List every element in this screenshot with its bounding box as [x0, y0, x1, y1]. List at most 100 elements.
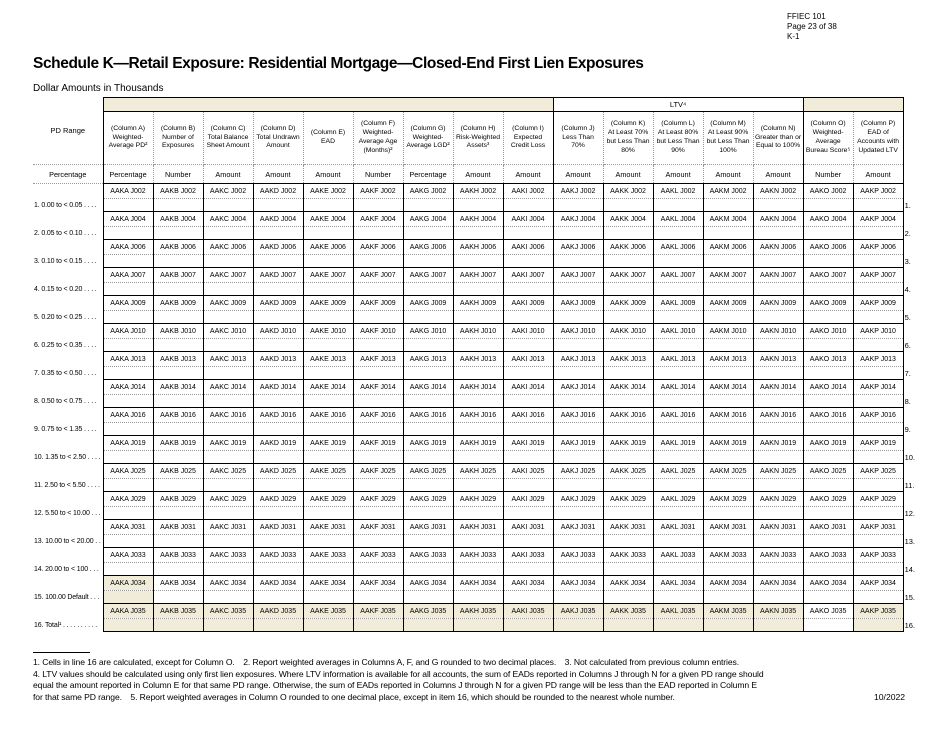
entry-cell: [102, 562, 154, 576]
line-number-spacer: [903, 184, 933, 199]
entry-cell: [302, 198, 354, 212]
code-cell: AAKP J006: [852, 239, 904, 255]
entry-cell: [702, 394, 754, 408]
entry-cell: [252, 394, 304, 408]
line-number-spacer: [903, 408, 933, 423]
code-cell: AAKE J016: [302, 407, 354, 423]
code-cell: AAKN J033: [752, 547, 804, 563]
entry-cell: [352, 478, 404, 492]
entry-cell: [202, 422, 254, 436]
code-cell: AAKD J013: [252, 351, 304, 367]
pd-range-label: 16. Total¹ . . . . . . . . . .: [34, 621, 98, 629]
code-cell: AAKI J002: [502, 183, 554, 199]
entry-cell: [702, 338, 754, 352]
schedule-page-code: K-1: [787, 32, 800, 41]
code-cell: AAKE J034: [302, 575, 354, 591]
entry-cell: [352, 282, 404, 296]
entry-cell: [252, 534, 304, 548]
entry-cell: [302, 226, 354, 240]
numcol-spacer: [903, 98, 933, 184]
code-cell: AAKP J014: [852, 379, 904, 395]
entry-cell: [302, 366, 354, 380]
line-number-spacer: [903, 268, 933, 283]
code-cell: AAKP J004: [852, 211, 904, 227]
entry-cell: [652, 226, 704, 240]
column-header: (Column B) Number of Exposures: [152, 111, 204, 165]
code-cell: AAKH J031: [452, 519, 504, 535]
entry-cell: [402, 310, 454, 324]
line-number: 5.: [904, 312, 911, 322]
entry-cell: [502, 310, 554, 324]
pd-range-label-spacer: [33, 464, 103, 479]
entry-cell: [602, 618, 654, 632]
code-cell: AAKA J035: [102, 603, 154, 619]
code-cell: AAKO J009: [802, 295, 854, 311]
code-cell: AAKB J010: [152, 323, 204, 339]
code-cell: AAKE J010: [302, 323, 354, 339]
code-cell: AAKH J006: [452, 239, 504, 255]
entry-cell: [302, 590, 354, 604]
code-cell: AAKF J004: [352, 211, 404, 227]
code-cell: AAKD J006: [252, 239, 304, 255]
entry-cell: [552, 366, 604, 380]
entry-cell: [702, 450, 754, 464]
entry-cell: [252, 506, 304, 520]
code-cell: AAKB J035: [152, 603, 204, 619]
code-cell: AAKA J034: [102, 575, 154, 591]
column-tag: (Column N): [760, 124, 796, 132]
code-cell: AAKP J035: [852, 603, 904, 619]
column-tag: (Column A): [111, 124, 145, 132]
code-cell: AAKL J009: [652, 295, 704, 311]
entry-cell: [702, 590, 754, 604]
code-cell: AAKM J035: [702, 603, 754, 619]
code-cell: AAKO J004: [802, 211, 854, 227]
entry-cell: [802, 506, 854, 520]
entry-cell: [502, 450, 554, 464]
code-cell: AAKN J016: [752, 407, 804, 423]
code-cell: AAKJ J034: [552, 575, 604, 591]
entry-cell: [302, 534, 354, 548]
entry-cell: [402, 590, 454, 604]
entry-cell: [452, 254, 504, 268]
code-cell: AAKA J025: [102, 463, 154, 479]
code-cell: AAKH J019: [452, 435, 504, 451]
code-cell: AAKJ J006: [552, 239, 604, 255]
line-number-spacer: [903, 548, 933, 563]
code-cell: AAKI J007: [502, 267, 554, 283]
entry-cell: [252, 338, 304, 352]
entry-cell: [252, 422, 304, 436]
entry-cell: [102, 226, 154, 240]
code-cell: AAKG J010: [402, 323, 454, 339]
code-cell: AAKH J033: [452, 547, 504, 563]
code-cell: AAKK J035: [602, 603, 654, 619]
code-cell: AAKN J031: [752, 519, 804, 535]
line-number-spacer: [903, 380, 933, 395]
column-header: (Column H) Risk-Weighted Assets³: [452, 111, 504, 165]
footnote-line: 1. Cells in line 16 are calculated, exce…: [33, 657, 740, 667]
page-number: Page 23 of 38: [787, 22, 837, 31]
entry-cell: [602, 282, 654, 296]
entry-cell: [802, 366, 854, 380]
code-cell: AAKO J014: [802, 379, 854, 395]
entry-cell: [152, 422, 204, 436]
code-cell: AAKJ J002: [552, 183, 604, 199]
code-cell: AAKB J025: [152, 463, 204, 479]
entry-cell: [202, 198, 254, 212]
code-cell: AAKF J009: [352, 295, 404, 311]
entry-cell: [752, 394, 804, 408]
entry-cell: [852, 394, 904, 408]
entry-cell: [602, 226, 654, 240]
entry-cell: [752, 478, 804, 492]
entry-cell: [352, 310, 404, 324]
entry-cell: [702, 534, 754, 548]
pd-range-header: PD Range: [33, 97, 104, 165]
code-cell: AAKA J031: [102, 519, 154, 535]
code-cell: AAKL J007: [652, 267, 704, 283]
column-label: Total Balance Sheet Amount: [206, 133, 250, 150]
entry-cell: [802, 450, 854, 464]
entry-cell: [402, 198, 454, 212]
code-cell: AAKK J029: [602, 491, 654, 507]
entry-cell: [852, 366, 904, 380]
entry-cell: [602, 394, 654, 408]
entry-cell: [452, 534, 504, 548]
